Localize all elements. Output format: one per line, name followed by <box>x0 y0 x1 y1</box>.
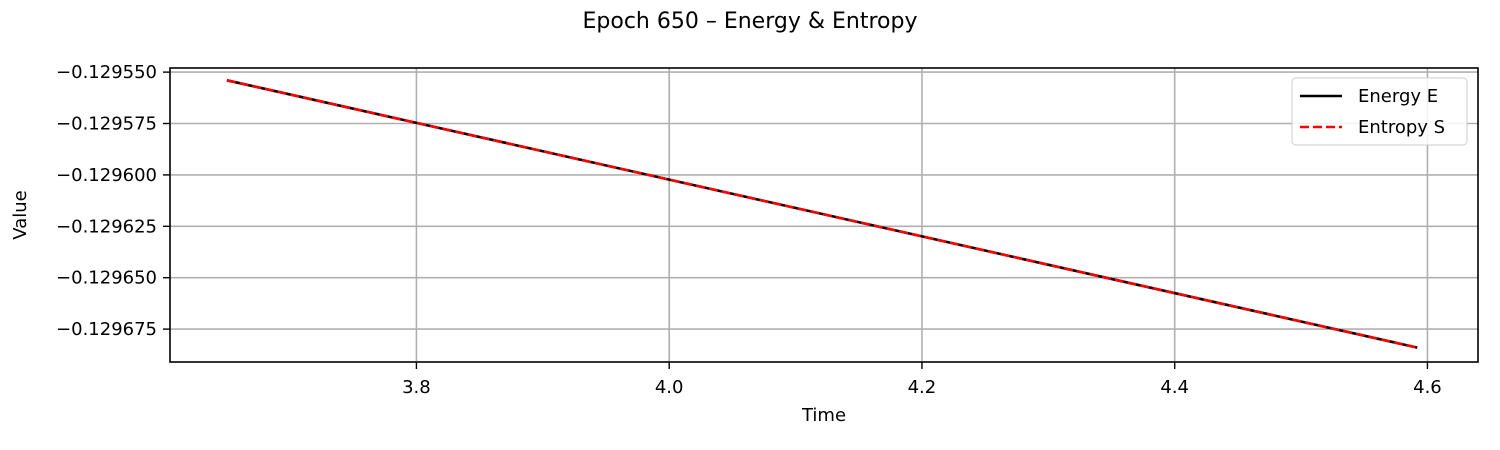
series-layer <box>226 79 1418 349</box>
x-tick-label: 3.8 <box>402 377 431 398</box>
plot-frame <box>169 67 1479 363</box>
y-tick-label: −0.129600 <box>56 165 157 186</box>
x-tick-label: 4.4 <box>1160 377 1189 398</box>
y-tick-label: −0.129575 <box>56 114 157 135</box>
x-axis-ticks: 3.8 4.0 4.2 4.4 4.6 <box>402 362 1442 398</box>
x-tick-label: 4.2 <box>908 377 937 398</box>
legend-label-energy: Energy E <box>1358 86 1438 107</box>
y-axis-label: Value <box>10 190 31 239</box>
x-tick-label: 4.6 <box>1413 377 1442 398</box>
x-axis-label: Time <box>801 405 846 426</box>
y-axis-ticks: −0.129550 −0.129575 −0.129600 −0.129625 −0.1… <box>56 62 170 340</box>
grid <box>170 68 1478 362</box>
y-tick-label: −0.129550 <box>56 62 157 83</box>
chart-title: Epoch 650 – Energy & Entropy <box>583 9 918 34</box>
legend-label-entropy: Entropy S <box>1358 117 1445 138</box>
legend: Energy E Entropy S <box>1291 77 1468 146</box>
x-tick-label: 4.0 <box>655 377 684 398</box>
y-tick-label: −0.129650 <box>56 268 157 289</box>
y-tick-label: −0.129625 <box>56 216 157 237</box>
y-tick-label: −0.129675 <box>56 319 157 340</box>
series-line-entropy <box>226 79 1418 349</box>
